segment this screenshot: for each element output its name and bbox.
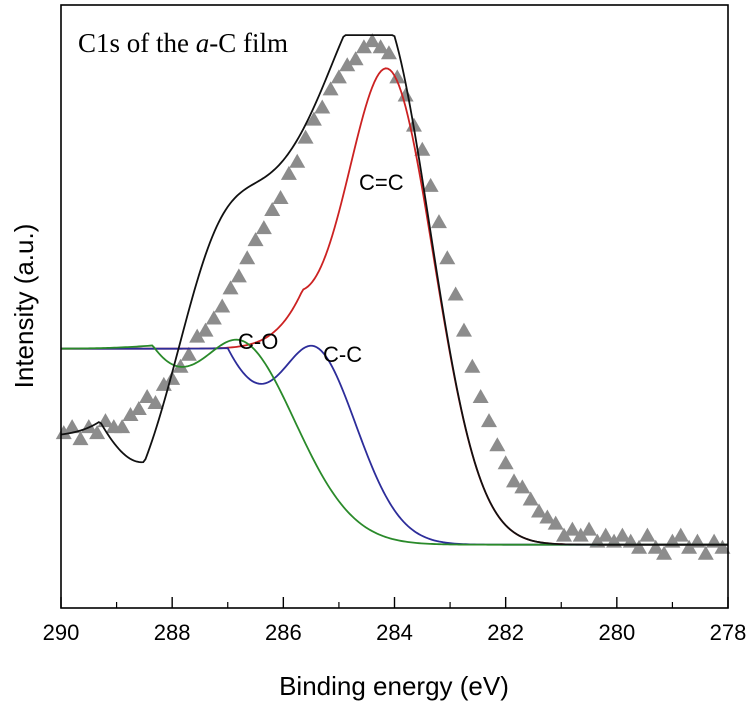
data-point-triangle [539, 509, 556, 524]
data-point-triangle [139, 388, 156, 403]
x-axis-title: Binding energy (eV) [279, 671, 509, 701]
data-point-triangle [697, 545, 714, 560]
label-c-o: C-O [238, 329, 278, 354]
data-point-triangle [480, 413, 497, 428]
data-point-triangle [180, 346, 197, 361]
plot-frame [60, 4, 729, 609]
data-point-triangle [455, 322, 472, 337]
data-point-triangle [272, 189, 289, 204]
data-point-triangle [114, 419, 131, 434]
data-point-triangle [347, 51, 364, 66]
data-point-triangle [639, 527, 656, 542]
data-point-triangle [197, 322, 214, 337]
data-point-triangle [130, 401, 147, 416]
label-c-double-c: C=C [359, 170, 404, 195]
fit-curve-c-o [60, 338, 728, 546]
data-point-triangle [556, 527, 573, 542]
data-point-triangle [531, 503, 548, 518]
data-point-triangle [581, 521, 598, 536]
fit-curve-c-c [61, 67, 728, 546]
data-point-triangle [572, 527, 589, 542]
data-point-triangle [339, 57, 356, 72]
chart-title-italic: a [196, 28, 210, 58]
data-point-triangle [172, 358, 189, 373]
data-point-triangle [122, 407, 139, 422]
fit-curves [60, 34, 728, 546]
data-point-triangle [380, 45, 397, 60]
chart-title-prefix: C1s of the [78, 28, 196, 58]
data-point-triangle [214, 298, 231, 313]
label-c-c: C-C [323, 342, 362, 367]
data-point-triangle [614, 527, 631, 542]
data-point-triangle [439, 250, 456, 265]
x-tick-label: 286 [265, 620, 302, 645]
data-point-triangle [631, 539, 648, 554]
data-point-triangle [497, 455, 514, 470]
data-point-triangle [72, 431, 89, 446]
data-point-triangle [255, 220, 272, 235]
data-point-triangle [64, 419, 81, 434]
data-point-triangle [506, 473, 523, 488]
data-point-triangle [522, 491, 539, 506]
data-point-triangle [547, 515, 564, 530]
data-point-triangle [389, 69, 406, 84]
data-point-triangle [472, 388, 489, 403]
y-axis-title: Intensity (a.u.) [9, 224, 39, 389]
data-point-triangle [656, 545, 673, 560]
data-point-triangle [714, 539, 731, 554]
x-tick-label: 284 [376, 620, 413, 645]
data-points [55, 33, 731, 560]
data-point-triangle [364, 33, 381, 48]
data-point-triangle [647, 539, 664, 554]
data-point-triangle [189, 328, 206, 343]
data-point-triangle [564, 521, 581, 536]
data-point-triangle [322, 81, 339, 96]
data-point-triangle [289, 153, 306, 168]
chart-title: C1s of the a-C film [78, 28, 288, 58]
data-point-triangle [597, 527, 614, 542]
data-point-triangle [164, 370, 181, 385]
data-point-triangle [681, 539, 698, 554]
data-point-triangle [89, 425, 106, 440]
chart-title-suffix: -C film [209, 28, 288, 58]
data-point-triangle [230, 268, 247, 283]
data-point-triangle [297, 129, 314, 144]
data-point-triangle [372, 39, 389, 54]
x-axis-ticks: 290 288 286 284 282 280 278 [43, 597, 747, 645]
data-point-triangle [205, 310, 222, 325]
fit-curve-c-c [61, 344, 728, 546]
data-point-triangle [430, 214, 447, 229]
data-point-triangle [447, 286, 464, 301]
data-point-triangle [355, 39, 372, 54]
data-point-triangle [464, 358, 481, 373]
data-point-triangle [422, 177, 439, 192]
data-point-triangle [672, 527, 689, 542]
data-point-triangle [280, 165, 297, 180]
x-tick-label: 288 [154, 620, 191, 645]
data-point-triangle [55, 425, 72, 440]
x-tick-label: 278 [710, 620, 747, 645]
data-point-triangle [330, 69, 347, 84]
data-point-triangle [147, 394, 164, 409]
fit-envelope [60, 34, 728, 546]
data-point-triangle [222, 280, 239, 295]
data-point-triangle [305, 111, 322, 126]
data-point-triangle [489, 437, 506, 452]
data-point-triangle [514, 479, 531, 494]
x-tick-label: 290 [43, 620, 80, 645]
x-tick-label: 280 [598, 620, 635, 645]
data-point-triangle [239, 250, 256, 265]
data-point-triangle [397, 87, 414, 102]
data-point-triangle [247, 232, 264, 247]
data-point-triangle [314, 99, 331, 114]
x-tick-label: 282 [487, 620, 524, 645]
data-point-triangle [264, 202, 281, 217]
